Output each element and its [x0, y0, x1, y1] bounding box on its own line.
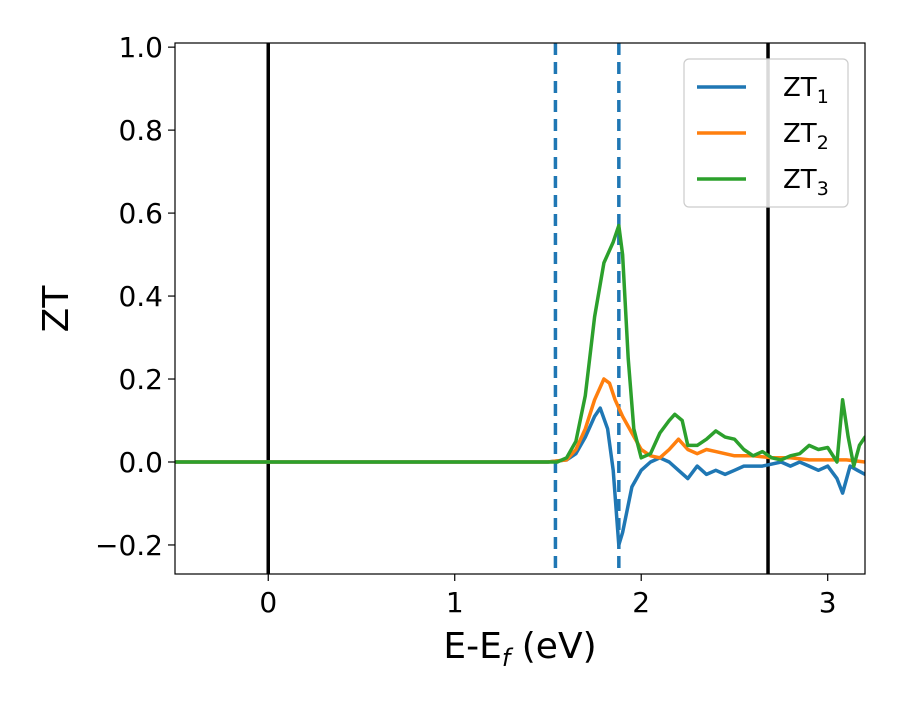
- y-axis-title: ZT: [36, 285, 77, 333]
- y-tick-label: 1.0: [118, 31, 163, 64]
- x-tick-label: 1: [446, 586, 464, 619]
- series-layer: [175, 223, 865, 547]
- series-line-zt2: [175, 377, 865, 464]
- y-tick-label: 0.4: [118, 280, 163, 313]
- y-tick-label: 0.6: [118, 197, 163, 230]
- plot-area-frame: [174, 42, 866, 575]
- x-axis: 0 1 2 3: [259, 574, 837, 619]
- y-tick-label: −0.2: [95, 529, 163, 562]
- series-line-zt1: [175, 406, 865, 547]
- y-tick-label: 0.0: [118, 446, 163, 479]
- y-axis: −0.2 0.0 0.2 0.4 0.6 0.8 1.0: [95, 31, 175, 562]
- x-tick-label: 0: [259, 586, 277, 619]
- legend-label-zt2: ZT2: [783, 119, 829, 154]
- x-axis-title: E-Ef (eV): [443, 626, 596, 672]
- legend-label-zt1: ZT1: [783, 73, 829, 108]
- legend-label-zt3: ZT3: [783, 165, 829, 200]
- legend: ZT1 ZT2 ZT3: [683, 58, 849, 208]
- y-tick-label: 0.2: [118, 363, 163, 396]
- x-axis-title-unit: (eV): [510, 626, 596, 667]
- legend-box: [683, 58, 849, 208]
- x-tick-label: 2: [632, 586, 650, 619]
- x-tick-label: 3: [819, 586, 837, 619]
- y-tick-label: 0.8: [118, 114, 163, 147]
- series-line-zt3: [175, 223, 865, 468]
- x-axis-title-main: E-E: [443, 626, 501, 667]
